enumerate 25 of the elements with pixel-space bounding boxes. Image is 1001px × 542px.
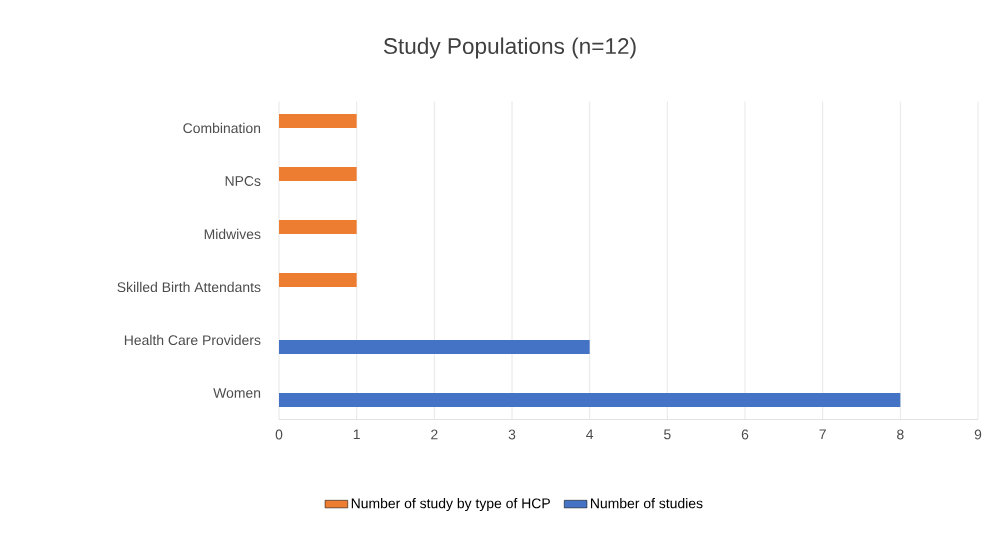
x-tick-label: 1 bbox=[353, 429, 360, 440]
y-tick-label: Health Care Providers bbox=[124, 334, 261, 346]
bar bbox=[279, 166, 357, 181]
y-tick-label: Women bbox=[213, 388, 261, 398]
x-tick-label: 8 bbox=[897, 429, 904, 440]
legend-label: Number of study by type of HCP bbox=[351, 498, 550, 512]
x-tick-label: 4 bbox=[586, 429, 594, 440]
bar bbox=[279, 339, 590, 354]
bar bbox=[279, 113, 357, 128]
x-tick-label: 9 bbox=[974, 429, 982, 440]
y-tick-label: Combination bbox=[183, 122, 261, 134]
x-tick-label: 0 bbox=[275, 429, 283, 440]
x-tick-label: 5 bbox=[664, 429, 671, 440]
x-tick-label: 2 bbox=[431, 429, 438, 440]
y-tick-label: Midwives bbox=[204, 228, 261, 240]
y-tick-label: NPCs bbox=[225, 176, 261, 186]
x-tick-label: 6 bbox=[741, 429, 749, 440]
bar bbox=[279, 272, 357, 287]
x-tick-label: 3 bbox=[508, 429, 516, 440]
x-tick-label: 7 bbox=[819, 429, 826, 440]
bar bbox=[279, 219, 357, 234]
bar bbox=[279, 392, 901, 407]
y-tick-label: Skilled Birth Attendants bbox=[117, 281, 261, 293]
legend-label: Number of studies bbox=[591, 498, 703, 509]
chart-title: Study Populations (n=12) bbox=[383, 37, 636, 59]
